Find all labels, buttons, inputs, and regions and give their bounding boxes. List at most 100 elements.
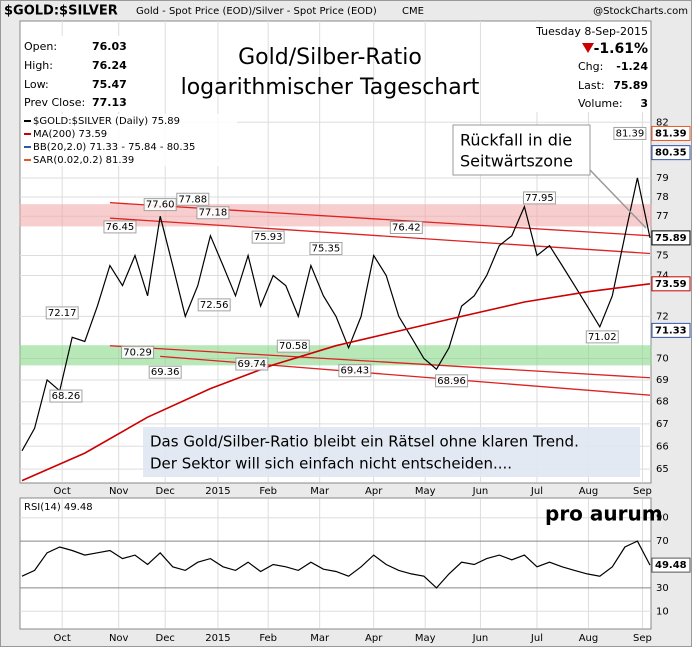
- y-tick-label: 79: [656, 173, 669, 184]
- trend-line: [109, 345, 651, 379]
- legend-box: [22, 114, 237, 166]
- legend-label: $GOLD:$SILVER (Daily) 75.89: [33, 116, 180, 127]
- price-label-box: [435, 374, 469, 388]
- price-label-box: [613, 126, 647, 140]
- change-pct: -1.61%: [594, 41, 648, 57]
- x-tick-label: 2015: [205, 633, 230, 644]
- chart-title: Gold/Silber-Ratio: [238, 45, 422, 70]
- price-label: 75.93: [254, 232, 283, 243]
- price-label-box: [235, 357, 269, 371]
- price-label: 68.96: [437, 376, 466, 387]
- x-tick-label: Apr: [365, 486, 383, 497]
- price-label-box: [522, 191, 556, 205]
- x-tick-label: Mar: [310, 633, 330, 644]
- price-label: 72.56: [200, 300, 229, 311]
- legend-label: BB(20,2.0) 71.33 - 75.84 - 80.35: [33, 142, 195, 153]
- legend-label: MA(200) 73.59: [33, 129, 107, 140]
- x-tick-label: Jul: [530, 633, 543, 644]
- info-value: 77.13: [92, 96, 127, 109]
- price-label: 76.42: [392, 222, 421, 233]
- x-tick-label: Jun: [472, 486, 489, 497]
- stat-value: 3: [640, 97, 648, 110]
- source: @StockCharts.com: [593, 6, 688, 17]
- x-tick-label: Dec: [156, 486, 175, 497]
- callout-text: Seitwärtszone: [460, 152, 573, 171]
- symbol: $GOLD:$SILVER: [4, 4, 118, 19]
- chart-subtitle: logarithmischer Tageschart: [181, 75, 480, 100]
- last-value-label: 49.48: [655, 560, 687, 571]
- note-box: [143, 427, 640, 477]
- series-line: [21, 177, 651, 452]
- price-label: 72.17: [48, 308, 77, 319]
- y-tick-label: 77: [656, 211, 669, 222]
- price-label-box: [148, 365, 182, 379]
- date: Tuesday 8-Sep-2015: [535, 25, 648, 38]
- x-tick-label: Aug: [579, 633, 599, 644]
- note-text: Der Sektor will sich einfach nicht entsc…: [150, 455, 512, 473]
- y-tick-label: 78: [656, 192, 669, 203]
- last-value-tag: [651, 145, 691, 161]
- x-tick-label: May: [415, 486, 436, 497]
- stat-label: Volume:: [578, 97, 623, 110]
- price-label-box: [176, 192, 210, 206]
- note-text: Das Gold/Silber-Ratio bleibt ein Rätsel …: [150, 433, 579, 451]
- x-tick-label: Aug: [579, 486, 599, 497]
- price-label: 70.58: [279, 341, 308, 352]
- y-tick-label: 67: [656, 419, 669, 430]
- info-label: Low:: [24, 78, 49, 91]
- info-value: 75.47: [92, 78, 127, 91]
- series-line: [21, 283, 651, 482]
- callout-arrow: [589, 169, 647, 229]
- price-label-box: [338, 364, 372, 378]
- callout-box: [452, 124, 591, 176]
- price-label-box: [143, 198, 177, 212]
- y-tick-label: 10: [656, 606, 669, 617]
- price-label-box: [585, 330, 619, 344]
- x-tick-label: May: [415, 633, 436, 644]
- last-value-label: 71.33: [655, 325, 687, 336]
- zone: [19, 345, 652, 366]
- exchange: CME: [402, 6, 424, 17]
- y-tick-label: 70: [656, 536, 669, 547]
- x-tick-label: Sep: [633, 486, 652, 497]
- y-tick-label: 68: [656, 397, 669, 408]
- x-tick-label: Nov: [109, 633, 129, 644]
- description: Gold - Spot Price (EOD)/Silver - Spot Pr…: [136, 6, 377, 17]
- last-value-tag: [651, 276, 691, 292]
- price-label: 77.60: [146, 200, 175, 211]
- price-label: 69.74: [238, 359, 267, 370]
- price-label-box: [309, 242, 343, 256]
- x-tick-label: Nov: [109, 486, 129, 497]
- price-label: 75.35: [312, 244, 341, 255]
- last-value-tag: [651, 557, 691, 573]
- zone: [19, 204, 652, 227]
- stats-box: [525, 22, 650, 112]
- price-label-box: [197, 298, 231, 312]
- info-label: High:: [24, 59, 53, 72]
- last-value-tag: [651, 125, 691, 141]
- price-label: 77.88: [178, 194, 207, 205]
- price-label-box: [49, 389, 83, 403]
- x-tick-label: Sep: [633, 633, 652, 644]
- x-tick-label: Jun: [472, 633, 489, 644]
- y-tick-label: 75: [656, 250, 669, 261]
- info-value: 76.24: [92, 59, 127, 72]
- legend-label: RSI(14) 49.48: [24, 502, 93, 513]
- x-tick-label: Feb: [259, 486, 277, 497]
- price-label-box: [45, 306, 79, 320]
- x-tick-label: Oct: [54, 633, 71, 644]
- price-label: 81.39: [616, 128, 645, 139]
- y-tick-label: 90: [656, 513, 669, 524]
- y-tick-label: 82: [656, 117, 669, 128]
- price-label-box: [251, 230, 285, 244]
- info-value: 76.03: [92, 40, 127, 53]
- x-tick-label: 2015: [205, 486, 230, 497]
- last-value-tag: [651, 230, 691, 246]
- callout-text: Rückfall in die: [460, 131, 572, 150]
- last-value-label: 81.39: [655, 128, 687, 139]
- logo: pro aurum: [545, 502, 663, 526]
- price-label: 69.36: [151, 367, 180, 378]
- y-tick-label: 30: [656, 583, 669, 594]
- info-label: Prev Close:: [24, 96, 85, 109]
